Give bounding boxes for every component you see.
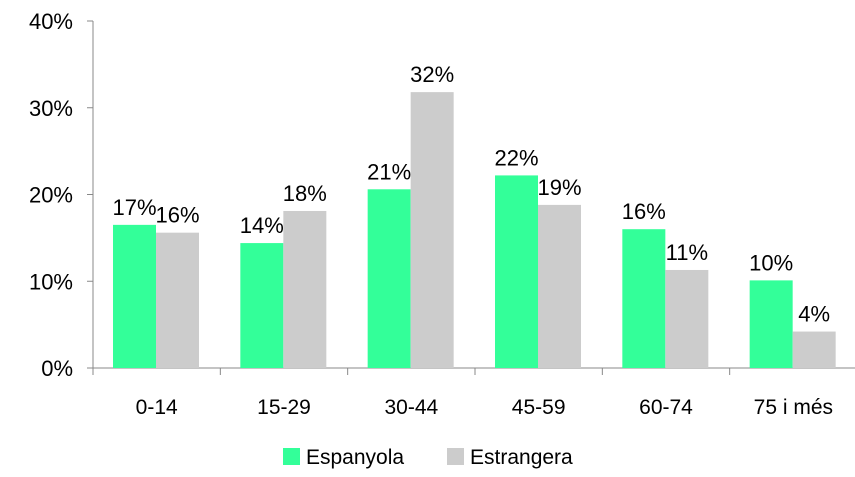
legend: Espanyola Estrangera	[283, 446, 573, 469]
y-tick-label: 30%	[29, 96, 73, 121]
data-label: 11%	[666, 240, 708, 265]
y-tick-label: 10%	[29, 269, 73, 294]
data-label: 17%	[112, 195, 156, 220]
bar-estrangera-4	[665, 269, 709, 368]
data-label: 10%	[749, 250, 793, 275]
data-label: 18%	[283, 181, 327, 206]
y-tick-label: 20%	[29, 183, 73, 208]
data-label: 32%	[410, 62, 454, 87]
y-tick-label: 0%	[41, 356, 73, 381]
bar-estrangera-5	[792, 331, 836, 368]
category-label: 0-14	[136, 396, 178, 419]
legend-label-espanyola: Espanyola	[306, 446, 404, 469]
legend-swatch-estrangera	[447, 448, 464, 465]
bars-group	[113, 92, 836, 368]
data-labels-group: 17% 14% 21% 22% 16% 10% 16% 18% 32% 19% 11% 4%	[112, 62, 830, 326]
data-label: 21%	[367, 159, 411, 184]
bar-estrangera-1	[283, 210, 327, 368]
bar-espanyola-3	[495, 175, 538, 368]
legend-label-estrangera: Estrangera	[470, 446, 573, 469]
data-label: 16%	[155, 203, 199, 228]
category-label: 30-44	[384, 396, 438, 419]
data-label: 16%	[622, 199, 666, 224]
bar-espanyola-4	[622, 229, 666, 368]
y-axis: 0% 10% 20% 30% 40%	[29, 9, 94, 381]
y-tick-label: 40%	[29, 9, 73, 34]
data-label: 14%	[240, 213, 284, 238]
data-label: 4%	[798, 302, 830, 327]
bar-espanyola-2	[367, 189, 411, 368]
category-label: 15-29	[257, 396, 311, 419]
bar-estrangera-2	[410, 92, 454, 368]
legend-swatch-espanyola	[283, 448, 300, 465]
category-label: 45-59	[512, 396, 566, 419]
bar-estrangera-3	[538, 204, 581, 368]
data-label: 22%	[494, 145, 538, 170]
category-label: 75 i més	[754, 396, 833, 419]
bar-espanyola-1	[240, 243, 284, 368]
x-axis: 0-14 15-29 30-44 45-59 60-74 75 i més	[92, 367, 855, 419]
bar-estrangera-0	[156, 232, 199, 368]
category-label: 60-74	[639, 396, 693, 419]
bar-espanyola-5	[749, 280, 793, 368]
data-label: 19%	[537, 175, 581, 200]
bar-espanyola-0	[113, 224, 156, 368]
